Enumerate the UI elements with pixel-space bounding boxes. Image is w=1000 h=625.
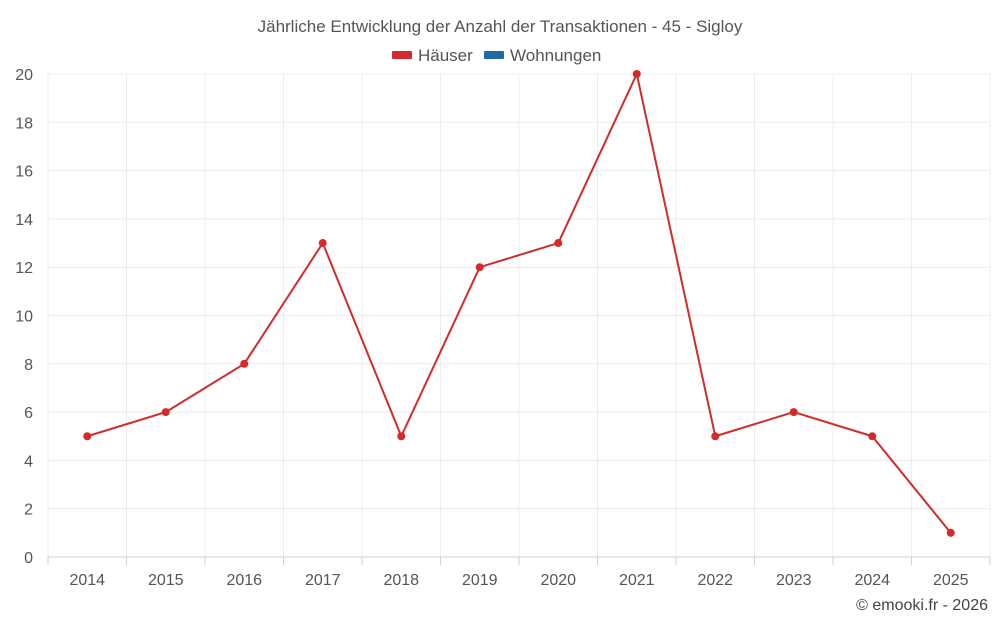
chart-title: Jährliche Entwicklung der Anzahl der Tra…	[258, 17, 743, 36]
y-tick-label: 8	[24, 357, 33, 374]
y-tick-label: 18	[15, 115, 33, 132]
legend-swatch-haeuser	[392, 51, 412, 59]
series-line	[86, 73, 952, 534]
x-tick-label: 2023	[776, 572, 812, 589]
data-point-2023[interactable]	[789, 408, 798, 417]
data-point-2014[interactable]	[83, 432, 92, 441]
legend-swatch-wohnungen	[484, 51, 504, 59]
x-tick-label: 2014	[69, 572, 105, 589]
data-point-2015[interactable]	[161, 408, 170, 417]
x-tick-label: 2021	[619, 572, 655, 589]
x-tick-label: 2020	[540, 572, 576, 589]
x-tick-label: 2018	[383, 572, 419, 589]
legend-label-wohnungen: Wohnungen	[510, 46, 601, 65]
data-point-2016[interactable]	[240, 359, 249, 368]
y-tick-label: 2	[24, 502, 33, 519]
y-tick-label: 4	[24, 453, 33, 470]
legend-item-haeuser[interactable]: Häuser	[392, 46, 473, 65]
x-tick-label: 2017	[305, 572, 341, 589]
data-point-2017[interactable]	[318, 239, 327, 248]
legend-label-haeuser: Häuser	[418, 46, 473, 65]
data-point-2021[interactable]	[632, 70, 641, 78]
x-tick-label: 2019	[462, 572, 498, 589]
credit-text: © emooki.fr - 2026	[856, 597, 988, 614]
x-tick-label: 2016	[226, 572, 262, 589]
grid	[47, 73, 991, 557]
x-tick-label: 2025	[933, 572, 969, 589]
data-point-2022[interactable]	[711, 432, 720, 441]
axes	[47, 556, 991, 565]
y-tick-label: 16	[15, 164, 33, 181]
y-tick-label: 6	[24, 405, 33, 422]
y-tick-label: 14	[15, 212, 33, 229]
x-tick-label: 2015	[148, 572, 184, 589]
data-point-2020[interactable]	[554, 239, 563, 248]
data-point-2025[interactable]	[946, 528, 955, 537]
data-point-2019[interactable]	[475, 263, 484, 272]
series-haeuser	[83, 70, 955, 537]
x-tick-labels: 2014 2015 2016 2017 2018 2019 2020 2021 2022 2023…	[69, 572, 968, 589]
legend-item-wohnungen[interactable]: Wohnungen	[484, 46, 601, 65]
y-tick-label: 12	[15, 260, 33, 277]
y-tick-label: 20	[15, 67, 33, 84]
x-tick-label: 2024	[854, 572, 890, 589]
x-tick-label: 2022	[697, 572, 733, 589]
y-tick-label: 10	[15, 309, 33, 326]
data-point-2018[interactable]	[397, 432, 406, 441]
y-tick-label: 0	[24, 550, 33, 567]
data-point-2024[interactable]	[868, 432, 877, 441]
y-tick-labels: 0 2 4 6 8 10 12 14 16 18 20	[15, 67, 33, 567]
legend: Häuser Wohnungen	[392, 46, 601, 65]
